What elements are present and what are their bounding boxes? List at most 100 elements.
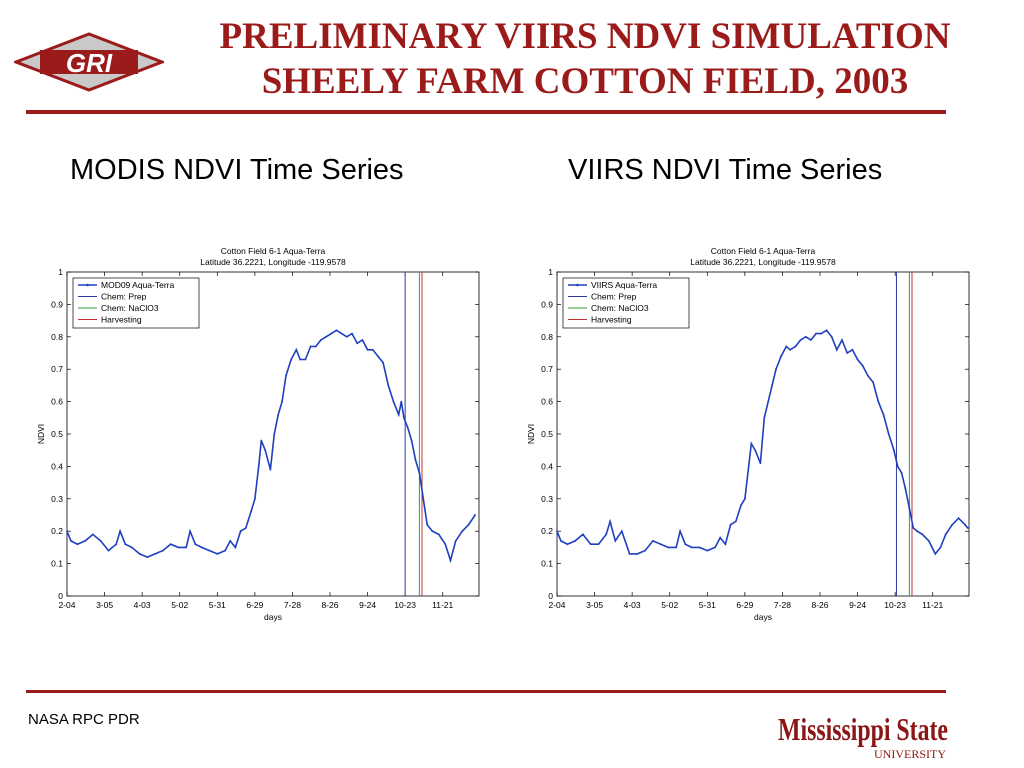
- ndvi-point: [659, 543, 662, 546]
- ndvi-point: [734, 520, 737, 523]
- y-tick-label: 0.9: [541, 299, 553, 309]
- ndvi-point: [877, 400, 880, 403]
- ndvi-point: [162, 549, 164, 552]
- legend-entry: Harvesting: [101, 315, 142, 325]
- ndvi-point: [107, 549, 110, 552]
- ndvi-point: [872, 381, 874, 384]
- ndvi-point: [397, 413, 400, 416]
- ndvi-point: [652, 540, 654, 542]
- x-tick-label: 3-05: [96, 600, 113, 610]
- x-tick-label: 5-02: [661, 600, 678, 610]
- ndvi-point: [698, 546, 701, 549]
- ndvi-point: [934, 553, 937, 555]
- legend-entry: Chem: Prep: [101, 292, 147, 302]
- ndvi-point: [254, 497, 256, 500]
- ndvi-point: [234, 546, 237, 549]
- ndvi-point: [609, 520, 611, 523]
- ndvi-point: [281, 400, 283, 403]
- ndvi-point: [560, 540, 562, 542]
- ndvi-point: [295, 348, 298, 351]
- ndvi-point: [912, 527, 915, 529]
- ndvi-point: [927, 540, 930, 542]
- ndvi-point: [351, 332, 353, 335]
- ndvi-point: [290, 358, 292, 361]
- ndvi-point: [250, 510, 252, 513]
- ndvi-point: [414, 459, 417, 461]
- ndvi-point: [467, 523, 470, 526]
- ndvi-point: [896, 465, 899, 468]
- ndvi-point: [893, 449, 895, 452]
- left-panel-title: MODIS NDVI Time Series: [70, 154, 404, 186]
- x-tick-label: 7-28: [284, 600, 301, 610]
- ndvi-point: [177, 546, 180, 549]
- ndvi-point: [418, 472, 421, 474]
- y-tick-label: 0.7: [541, 364, 553, 374]
- right-panel-title: VIIRS NDVI Time Series: [568, 154, 883, 186]
- ndvi-point: [361, 339, 364, 341]
- ndvi-point: [426, 523, 429, 526]
- gri-logo-text: GRI: [66, 48, 113, 78]
- legend-entry: MOD09 Aqua-Terra: [101, 280, 174, 290]
- ndvi-point: [330, 332, 333, 335]
- ndvi-point: [154, 553, 156, 555]
- ndvi-point: [775, 368, 777, 371]
- ndvi-point: [830, 335, 833, 338]
- ndvi-point: [244, 527, 247, 529]
- x-tick-label: 9-24: [359, 600, 376, 610]
- ndvi-point: [224, 549, 227, 552]
- ndvi-point: [431, 530, 434, 533]
- x-tick-label: 9-24: [849, 600, 866, 610]
- ndvi-point: [750, 442, 753, 445]
- y-tick-label: 0.1: [541, 559, 553, 569]
- x-tick-label: 4-03: [134, 600, 151, 610]
- title-line-1: PRELIMINARY VIIRS NDVI SIMULATION: [219, 16, 951, 57]
- ndvi-point: [314, 345, 317, 348]
- ndvi-point: [387, 384, 390, 387]
- ndvi-point: [392, 400, 395, 403]
- x-tick-label: 10-23: [394, 600, 416, 610]
- ndvi-point: [410, 439, 413, 442]
- y-tick-label: 0.4: [541, 461, 553, 471]
- ndvi-point: [851, 348, 854, 351]
- ndvi-point: [939, 546, 942, 549]
- ndvi-point: [904, 488, 907, 490]
- x-tick-label: 2-04: [58, 600, 75, 610]
- ndvi-point: [820, 332, 823, 335]
- ndvi-point: [614, 540, 617, 542]
- ndvi-point: [867, 374, 869, 377]
- x-tick-label: 11-21: [922, 600, 943, 610]
- ndvi-point: [767, 400, 770, 403]
- legend-entry: Chem: NaClO3: [101, 303, 159, 313]
- x-tick-label: 7-28: [774, 600, 791, 610]
- header-divider: [26, 110, 946, 114]
- ndvi-point: [76, 543, 79, 546]
- ndvi-point: [130, 546, 133, 549]
- y-tick-label: 0.4: [51, 461, 63, 471]
- ndvi-point: [309, 345, 312, 348]
- ndvi-point: [403, 416, 405, 419]
- ndvi-point: [99, 540, 102, 542]
- ndvi-point: [882, 413, 885, 416]
- ndvi-point: [474, 514, 476, 516]
- chart-subtitle: Latitude 36.2221, Longitude -119.9578: [200, 257, 346, 267]
- ndvi-point: [200, 546, 203, 549]
- x-tick-label: 6-29: [736, 600, 753, 610]
- ndvi-point: [605, 533, 608, 536]
- y-tick-label: 0.1: [51, 559, 63, 569]
- ndvi-point: [846, 352, 849, 354]
- y-tick-label: 0.9: [51, 299, 63, 309]
- legend-entry: VIIRS Aqua-Terra: [591, 280, 657, 290]
- ndvi-point: [780, 355, 782, 358]
- ndvi-point: [589, 543, 592, 546]
- ndvi-point: [400, 400, 403, 403]
- x-tick-label: 5-31: [209, 600, 226, 610]
- ndvi-point: [724, 543, 727, 546]
- ndvi-point: [706, 549, 709, 552]
- ndvi-point: [944, 533, 947, 536]
- y-tick-label: 1: [548, 267, 553, 277]
- ndvi-point: [92, 533, 94, 536]
- ndvi-point: [461, 530, 464, 533]
- ndvi-point: [70, 540, 72, 542]
- ndvi-point: [841, 339, 843, 341]
